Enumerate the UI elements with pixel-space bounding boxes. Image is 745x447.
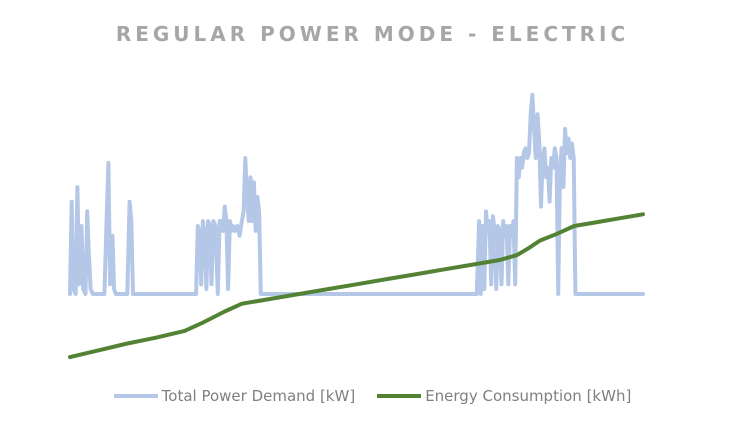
legend: Total Power Demand [kW] Energy Consumpti… <box>0 387 745 405</box>
series-layer <box>68 92 645 360</box>
series-line-energy <box>68 212 645 360</box>
legend-label-power: Total Power Demand [kW] <box>161 387 356 405</box>
series-line-power <box>68 92 645 296</box>
legend-entry-energy: Energy Consumption [kWh] <box>377 387 631 405</box>
chart-title: REGULAR POWER MODE - ELECTRIC <box>115 22 630 46</box>
legend-swatch-power <box>113 394 158 398</box>
legend-entry-power: Total Power Demand [kW] <box>113 387 356 405</box>
legend-label-energy: Energy Consumption [kWh] <box>425 387 632 405</box>
legend-swatch-energy <box>377 394 422 398</box>
